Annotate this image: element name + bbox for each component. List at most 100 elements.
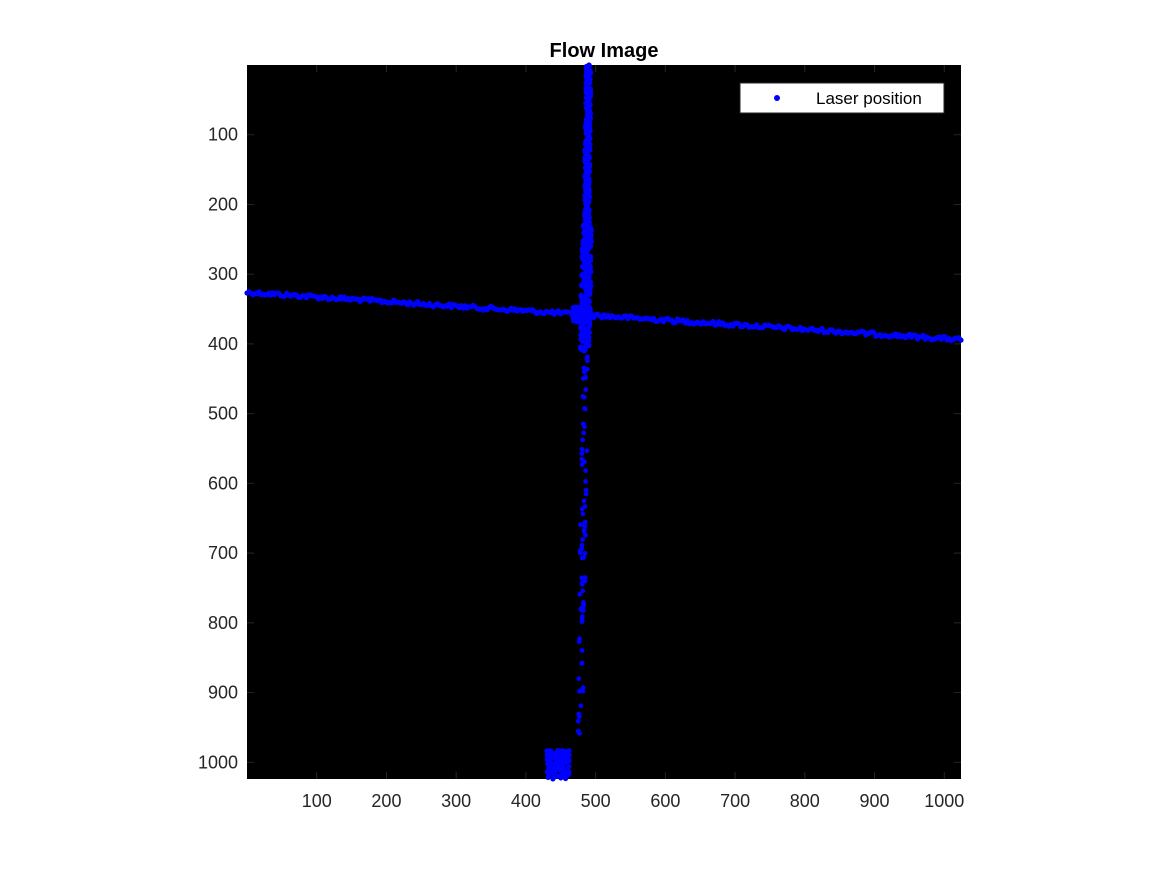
y-tick-label: 400 [208,334,238,354]
data-point [582,424,587,430]
data-point [819,326,825,332]
y-tick-label: 900 [208,683,238,703]
data-point [582,551,588,556]
x-tick-label: 900 [860,791,890,811]
data-point [586,259,592,265]
data-point [558,759,564,765]
data-point [579,648,585,653]
x-tick-label: 300 [441,791,471,811]
data-point [581,348,587,354]
data-point [582,504,588,509]
data-point [578,703,584,709]
y-tick-label: 700 [208,543,238,563]
data-point [580,537,586,542]
data-point [560,765,567,771]
data-point [583,532,588,538]
x-tick-label: 1000 [924,791,964,811]
data-point [583,387,589,393]
data-point [582,520,588,526]
data-point [566,748,572,754]
data-point [580,600,586,605]
data-point [579,660,585,666]
data-point [583,491,589,497]
data-point [587,270,593,276]
data-point [572,312,579,319]
x-tick-label: 100 [302,791,332,811]
data-point [580,688,586,694]
data-point [579,446,585,452]
x-tick-label: 400 [511,791,541,811]
data-point [581,369,587,375]
data-point [579,575,585,581]
data-point [579,451,585,456]
data-point [583,307,590,313]
data-point [583,487,589,493]
legend: Laser position [739,82,945,114]
data-point [578,304,584,311]
data-point [583,375,588,381]
data-point [576,711,582,717]
data-point [586,316,592,322]
legend-entry-laser-position: Laser position [816,89,922,108]
data-point [580,614,585,619]
y-tick-label: 800 [208,613,238,633]
data-point [580,511,586,517]
data-point [577,591,583,597]
data-point [553,751,560,757]
data-point [958,337,964,343]
data-point [582,406,588,412]
data-point [577,550,583,556]
data-point [579,542,585,548]
data-point [581,528,587,534]
data-point [578,522,583,528]
axis-ticks [247,65,961,779]
data-point [547,751,554,757]
x-tick-label: 700 [720,791,750,811]
data-point [584,448,590,454]
data-point [562,770,568,776]
data-point [573,304,579,311]
data-point [579,555,585,561]
data-point [577,730,582,736]
data-point [580,437,586,443]
data-point [581,315,587,322]
data-point [566,771,572,777]
data-point [580,685,586,690]
x-tick-label: 500 [581,791,611,811]
x-tick-label: 600 [650,791,680,811]
y-tick-label: 500 [208,404,238,424]
data-point [583,479,588,484]
data-point [556,766,562,773]
data-point [581,498,587,504]
scatter-points [244,62,964,782]
y-tick-label: 100 [208,125,238,145]
y-tick-label: 300 [208,264,238,284]
data-point [563,757,570,763]
axis-tick-labels: 100 200 300 400 500 600 700 800 900 1000 100 200 300… [198,125,964,811]
data-point [579,456,585,462]
data-point [566,764,572,770]
y-tick-label: 600 [208,473,238,493]
x-tick-label: 800 [790,791,820,811]
legend-marker [774,95,780,101]
data-point [552,772,559,778]
chart-title: Flow Image [550,40,659,62]
y-tick-label: 200 [208,194,238,214]
plot-area: 100 200 300 400 500 600 700 800 900 1000 100 200 300… [198,62,964,811]
data-point [581,430,587,436]
data-point [583,468,588,474]
data-point [558,750,565,756]
data-point [578,282,585,289]
data-point [558,775,564,781]
data-point [576,676,582,681]
data-point [581,365,587,371]
plot-background [247,65,961,779]
data-point [585,354,590,360]
x-tick-label: 200 [371,791,401,811]
data-point [544,748,550,754]
data-point [579,619,585,625]
data-point [548,760,555,766]
data-point [577,636,582,642]
data-point [579,581,585,587]
